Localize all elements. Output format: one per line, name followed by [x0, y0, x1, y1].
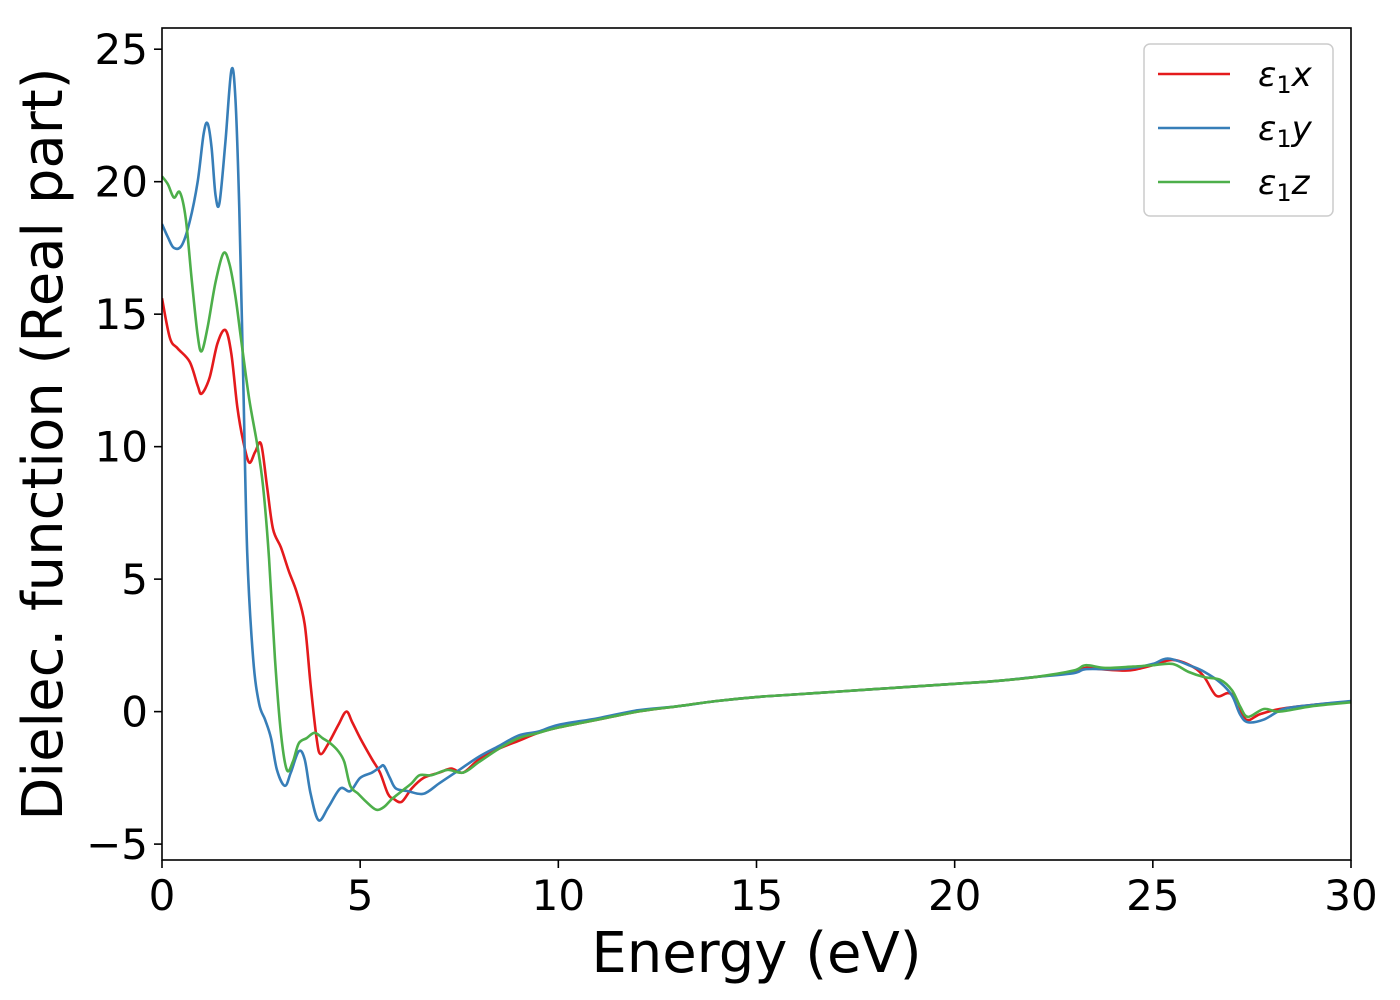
legend-label: ε1z: [1258, 163, 1311, 207]
legend-item-z: ε1z: [1158, 163, 1311, 207]
y-axis-title: Dielec. function (Real part): [11, 67, 76, 820]
y-tick-label: 5: [121, 555, 148, 604]
x-tick-label: 25: [1126, 871, 1179, 920]
x-tick-label: 0: [149, 871, 176, 920]
series-line-x: [162, 298, 1351, 804]
x-tick-label: 15: [730, 871, 783, 920]
x-axis: 0 5 10 15 20 25 30: [149, 860, 1378, 920]
series-line-z: [162, 175, 1351, 812]
x-tick-label: 20: [928, 871, 981, 920]
legend-label: ε1x: [1258, 55, 1313, 99]
x-tick-label: 5: [347, 871, 374, 920]
y-axis: −5 0 5 10 15 20 25: [86, 25, 162, 869]
y-tick-label: 20: [95, 158, 148, 207]
x-axis-title: Energy (eV): [591, 921, 921, 986]
y-tick-label: 15: [95, 290, 148, 339]
y-tick-label: 10: [95, 423, 148, 472]
legend: ε1x ε1y ε1z: [1143, 43, 1334, 217]
y-tick-label: 25: [95, 25, 148, 74]
legend-item-y: ε1y: [1158, 109, 1313, 153]
legend-box: [1143, 43, 1334, 217]
x-tick-label: 30: [1324, 871, 1377, 920]
y-tick-label: −5: [86, 820, 148, 869]
series-layer: [162, 66, 1351, 822]
legend-item-x: ε1x: [1158, 55, 1313, 99]
series-line-y: [162, 66, 1351, 822]
y-tick-label: 0: [121, 688, 148, 737]
x-tick-label: 10: [532, 871, 585, 920]
legend-label: ε1y: [1258, 109, 1313, 153]
